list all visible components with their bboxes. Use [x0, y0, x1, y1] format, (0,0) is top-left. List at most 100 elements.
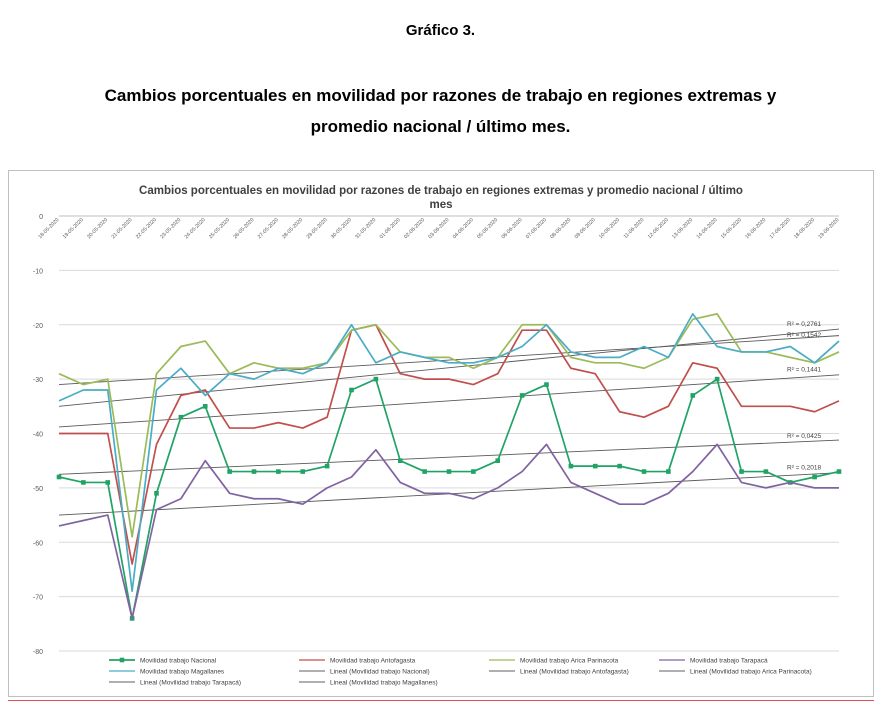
data-point: [373, 376, 379, 382]
legend-item: Movilidad trabajo Tarapacá: [659, 658, 768, 665]
r-squared-label: R² = 0,0425: [787, 433, 822, 440]
legend-item: Movilidad trabajo Magallanes: [109, 669, 225, 676]
x-tick-label: 22-05-2020: [135, 217, 158, 240]
legend-label: Lineal (Movilidad trabajo Arica Parinaco…: [690, 669, 812, 676]
y-tick-label: 0: [39, 214, 43, 221]
figure-title: Cambios porcentuales en movilidad por ra…: [0, 80, 881, 142]
y-tick-label: -70: [33, 595, 43, 602]
y-tick-label: -80: [33, 649, 43, 656]
legend-marker: [119, 657, 125, 663]
data-point: [105, 480, 111, 485]
chart-frame: Cambios porcentuales en movilidad por ra…: [8, 170, 874, 697]
legend-label: Lineal (Movilidad trabajo Antofagasta): [520, 669, 629, 676]
figure-title-line-2: promedio nacional / último mes.: [310, 117, 571, 136]
x-tick-label: 07-06-2020: [525, 217, 548, 240]
legend-item: Movilidad trabajo Antofagasta: [299, 658, 416, 665]
x-tick-label: 29-05-2020: [306, 217, 329, 240]
data-point: [641, 469, 647, 474]
legend-label: Lineal (Movilidad trabajo Tarapacá): [140, 680, 241, 687]
figure-title-line-1: Cambios porcentuales en movilidad por ra…: [104, 86, 777, 105]
legend-item: Lineal (Movilidad trabajo Magallanes): [299, 680, 438, 687]
data-point: [178, 414, 184, 420]
y-tick-label: -10: [33, 268, 43, 275]
data-point: [349, 387, 354, 393]
x-tick-label: 21-05-2020: [111, 217, 134, 240]
legend-label: Movilidad trabajo Tarapacá: [690, 658, 768, 665]
y-tick-label: -60: [33, 540, 43, 547]
data-point: [592, 463, 598, 469]
legend-item: Lineal (Movilidad trabajo Tarapacá): [109, 680, 241, 687]
x-tick-label: 28-05-2020: [281, 217, 304, 240]
legend-item: Movilidad trabajo Arica Parinacota: [489, 658, 619, 665]
x-tick-label: 31-05-2020: [354, 217, 377, 240]
series-line: [59, 323, 840, 565]
series-line: [58, 313, 840, 538]
data-point: [324, 463, 330, 469]
y-axis: 0 -10 -20 -30 -40 -50 -60 -70 -80: [33, 214, 43, 656]
data-point: [446, 469, 452, 474]
legend-item: Lineal (Movilidad trabajo Arica Parinaco…: [659, 669, 812, 676]
data-point: [739, 469, 744, 474]
x-tick-label: 10-06-2020: [598, 217, 621, 240]
data-point: [519, 393, 525, 398]
legend-item: Lineal (Movilidad trabajo Nacional): [299, 669, 430, 676]
y-tick-label: -30: [33, 377, 43, 384]
series-line: [58, 443, 839, 620]
x-tick-label: 06-06-2020: [501, 217, 524, 240]
data-point: [666, 469, 671, 474]
data-point: [300, 469, 306, 474]
y-tick-label: -20: [33, 323, 43, 330]
x-tick-label: 26-05-2020: [232, 217, 255, 240]
legend-label: Movilidad trabajo Antofagasta: [330, 658, 416, 665]
x-tick-label: 08-06-2020: [549, 217, 572, 240]
r-squared-label: R² = 0,1542: [787, 332, 822, 339]
data-point: [154, 491, 159, 496]
x-tick-label: 15-06-2020: [720, 217, 743, 240]
r-squared-label: R² = 0,2018: [787, 465, 822, 472]
data-point: [276, 469, 281, 474]
legend: Movilidad trabajo Nacional Movilidad trab…: [109, 658, 812, 687]
legend-item: Movilidad trabajo Nacional: [109, 658, 217, 665]
data-point: [544, 382, 549, 387]
data-point: [251, 469, 257, 474]
r-squared-label: R² = 0,2761: [787, 321, 822, 328]
data-point: [714, 376, 720, 382]
divider-line: [8, 700, 874, 701]
x-tick-label: 11-06-2020: [623, 217, 646, 240]
series-lines: [56, 313, 842, 621]
y-tick-label: -50: [33, 486, 43, 493]
line-chart: Cambios porcentuales en movilidad por ra…: [33, 185, 842, 687]
data-point: [422, 469, 427, 474]
legend-label: Lineal (Movilidad trabajo Magallanes): [330, 680, 438, 687]
data-point: [202, 404, 208, 409]
x-tick-label: 19-05-2020: [62, 217, 85, 240]
data-point: [617, 463, 622, 469]
trendline: [58, 439, 840, 475]
x-tick-label: 14-06-2020: [696, 217, 719, 240]
x-tick-label: 13-06-2020: [671, 217, 694, 240]
data-point: [568, 463, 574, 469]
chart-title-line-1: Cambios porcentuales en movilidad por ra…: [139, 185, 743, 197]
data-point: [690, 393, 696, 398]
legend-item: Lineal (Movilidad trabajo Antofagasta): [489, 669, 629, 676]
x-tick-label: 12-06-2020: [647, 217, 670, 240]
x-tick-label: 16-06-2020: [744, 217, 767, 240]
gridlines: [59, 215, 839, 652]
data-point: [471, 469, 476, 474]
legend-label: Movilidad trabajo Magallanes: [140, 669, 225, 676]
x-tick-label: 30-05-2020: [330, 217, 353, 240]
legend-label: Movilidad trabajo Nacional: [140, 658, 217, 665]
x-tick-label: 02-06-2020: [403, 217, 426, 240]
y-tick-label: -40: [33, 432, 43, 439]
x-tick-label: 19-06-2020: [817, 217, 840, 240]
series-line: [58, 378, 840, 620]
data-point: [227, 469, 232, 474]
data-point: [81, 480, 86, 485]
x-tick-label: 18-06-2020: [793, 217, 816, 240]
data-point: [812, 474, 817, 480]
x-tick-label: 25-05-2020: [208, 217, 231, 240]
data-point: [495, 458, 501, 463]
series-line: [58, 313, 840, 593]
x-axis: 18-05-2020 19-05-2020 20-05-2020 21-05-2020…: [37, 217, 840, 240]
chart-title-line-2: mes: [429, 199, 452, 211]
